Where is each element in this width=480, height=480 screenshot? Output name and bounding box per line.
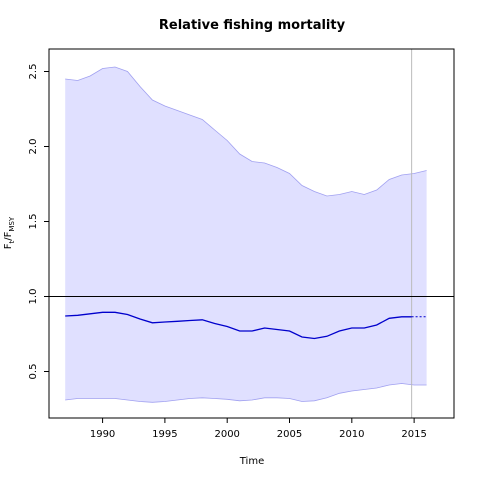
x-tick-label: 2015 xyxy=(401,429,426,440)
y-title-main: F xyxy=(3,243,14,249)
x-tick-label: 2010 xyxy=(339,429,364,440)
y-axis-title: Ft/FMSY xyxy=(3,216,16,249)
y-title-sub1: t xyxy=(8,240,16,243)
y-tick-label: 0.5 xyxy=(28,364,39,380)
x-axis-title: Time xyxy=(239,456,264,467)
chart-title: Relative fishing mortality xyxy=(159,18,346,33)
x-tick-label: 2005 xyxy=(277,429,302,440)
y-tick-label: 2.5 xyxy=(28,64,39,80)
x-axis: 1990 1995 2000 2005 2010 2015 xyxy=(90,417,427,440)
y-title-sub2: MSY xyxy=(8,216,16,231)
x-tick-label: 2000 xyxy=(214,429,239,440)
band-upper-edge xyxy=(65,66,427,197)
y-axis: 0.5 1.0 1.5 2.0 2.5 xyxy=(28,64,50,380)
band-lower-edge xyxy=(65,383,427,403)
series-line xyxy=(65,311,412,340)
y-tick-label: 2.0 xyxy=(28,139,39,155)
confidence-band xyxy=(65,67,427,403)
y-title-sep: /F xyxy=(3,231,14,240)
plot-area xyxy=(49,49,454,418)
y-tick-label: 1.0 xyxy=(28,289,39,305)
x-tick-label: 1995 xyxy=(152,429,177,440)
y-tick-label: 1.5 xyxy=(28,214,39,230)
x-tick-label: 1990 xyxy=(90,429,115,440)
